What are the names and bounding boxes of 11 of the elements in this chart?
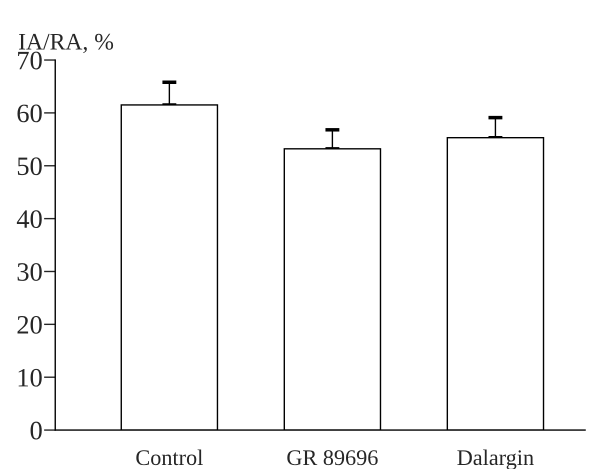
y-tick-label: 20 (18, 316, 42, 334)
x-tick-label: Control (136, 450, 203, 466)
y-tick-label: 0 (30, 422, 42, 440)
y-tick-label: 10 (18, 368, 42, 387)
x-tick-label: GR 89696 (287, 450, 378, 466)
y-tick-label: 40 (16, 210, 42, 228)
y-tick-label: 30 (18, 263, 42, 281)
y-tick-label: 60 (17, 104, 42, 122)
y-axis-title: IA/RA, % (19, 34, 114, 54)
y-tick-label: 50 (18, 157, 42, 176)
y-tick-label: 70 (18, 52, 42, 70)
